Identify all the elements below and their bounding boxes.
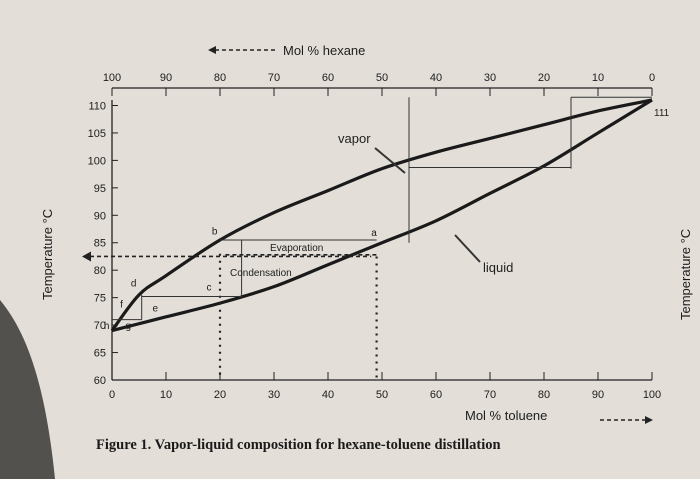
x2-tick-label: 80 xyxy=(214,72,226,84)
temp-arrow-icon xyxy=(82,251,91,262)
y-tick-label: 85 xyxy=(94,238,106,250)
x2-tick-label: 20 xyxy=(538,72,550,84)
y-tick-label: 105 xyxy=(88,128,106,140)
curves xyxy=(110,98,653,333)
x-tick-label: 20 xyxy=(214,389,226,401)
point-label-b: b xyxy=(212,227,218,238)
y-tick-label: 90 xyxy=(94,210,106,222)
y-tick-label: 60 xyxy=(94,375,106,387)
y-tick-label: 100 xyxy=(88,155,106,167)
y-tick-label: 70 xyxy=(94,320,106,332)
x2-tick-label: 10 xyxy=(592,72,604,84)
vapor-label: vapor xyxy=(338,131,371,146)
point-label-f: f xyxy=(120,300,123,311)
x2-tick-label: 60 xyxy=(322,72,334,84)
x2-tick-label: 70 xyxy=(268,72,280,84)
bottom-axis-title: Mol % toluene xyxy=(465,408,653,424)
x-tick-label: 80 xyxy=(538,389,550,401)
right-arrow-icon xyxy=(645,416,653,424)
x2-tick-label: 90 xyxy=(160,72,172,84)
top-axis-title: Mol % hexane xyxy=(208,43,365,58)
x-tick-label: 0 xyxy=(109,389,115,401)
vapor-curve xyxy=(110,98,653,332)
x-tick-label: 60 xyxy=(430,389,442,401)
point-labels: a b c d e fg h xyxy=(104,227,377,332)
y-tick-label: 65 xyxy=(94,348,106,360)
x-tick-label: 30 xyxy=(268,389,280,401)
y-tick-label: 95 xyxy=(94,183,106,195)
point-label-c: c xyxy=(207,283,212,294)
y-axis-title-right: Temperature °C xyxy=(678,229,693,320)
x2-tick-label: 50 xyxy=(376,72,388,84)
liquid-label: liquid xyxy=(483,260,513,275)
x2-tick-label: 40 xyxy=(430,72,442,84)
y-tick-label: 75 xyxy=(94,293,106,305)
x-tick-label: 10 xyxy=(160,389,172,401)
page-shadow xyxy=(0,300,55,479)
x2-tick-label: 0 xyxy=(649,72,655,84)
point-label-h: h xyxy=(104,321,110,332)
svg-text:Mol % hexane: Mol % hexane xyxy=(283,43,365,58)
svg-text:Mol % toluene: Mol % toluene xyxy=(465,408,547,423)
x-tick-label: 90 xyxy=(592,389,604,401)
x-tick-label: 50 xyxy=(376,389,388,401)
point-label-g: g xyxy=(126,321,132,332)
vapor-leader xyxy=(374,147,406,174)
x-tick-label: 70 xyxy=(484,389,496,401)
left-arrow-icon xyxy=(208,46,216,54)
x-tick-label: 40 xyxy=(322,389,334,401)
y-tick-label: 110 xyxy=(88,100,106,112)
y-axis-title: Temperature °C xyxy=(40,209,55,300)
right-value-label: 111 xyxy=(654,108,670,119)
point-label-e: e xyxy=(153,303,159,314)
condensation-label: Condensation xyxy=(230,268,292,279)
y-tick-label: 80 xyxy=(94,265,106,277)
x2-tick-label: 100 xyxy=(103,72,121,84)
evaporation-label: Evaporation xyxy=(270,243,323,254)
construction-lines xyxy=(82,96,652,380)
figure-caption: Figure 1. Vapor-liquid composition for h… xyxy=(96,437,501,453)
liquid-leader xyxy=(454,234,481,263)
point-label-a: a xyxy=(371,228,377,239)
liquid-curve xyxy=(111,98,653,333)
x2-tick-label: 30 xyxy=(484,72,496,84)
point-label-d: d xyxy=(131,279,137,290)
x-tick-label: 100 xyxy=(643,389,661,401)
